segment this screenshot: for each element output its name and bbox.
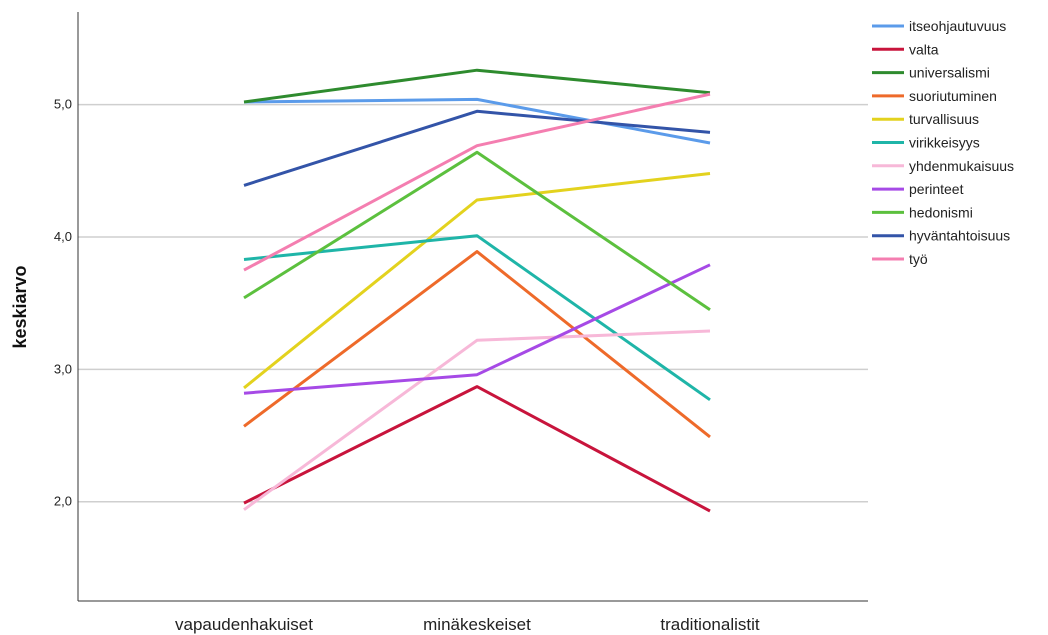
axes xyxy=(77,12,868,602)
legend-label: universalismi xyxy=(909,65,990,81)
y-tick-label: 2,0 xyxy=(54,494,72,509)
legend-label: itseohjautuvuus xyxy=(909,18,1006,34)
legend-label: turvallisuus xyxy=(909,111,979,127)
series-line-työ xyxy=(243,92,711,272)
y-tick-label: 5,0 xyxy=(54,97,72,112)
legend-label: valta xyxy=(909,41,939,57)
legend-label: suoriutuminen xyxy=(909,88,997,104)
legend: itseohjautuvuus valta universalismi suoriut… xyxy=(872,18,1014,267)
legend-label: hyväntahtoisuus xyxy=(909,228,1010,244)
x-tick-label: vapaudenhakuiset xyxy=(175,615,313,634)
legend-label: yhdenmukaisuus xyxy=(909,158,1014,174)
series-line-itseohjautuvuus xyxy=(243,97,711,145)
x-tick-label: traditionalistit xyxy=(660,615,759,634)
series-line-universalismi xyxy=(243,68,711,104)
series-line-turvallisuus xyxy=(243,172,711,390)
y-axis-label: keskiarvo xyxy=(10,265,30,348)
series-lines xyxy=(243,68,711,513)
y-tick-label: 4,0 xyxy=(54,229,72,244)
series-line-perinteet xyxy=(243,263,711,395)
series-line-virikkeisyys xyxy=(243,234,711,402)
x-tick-label: minäkeskeiset xyxy=(423,615,531,634)
series-line-valta xyxy=(243,385,711,513)
legend-label: perinteet xyxy=(909,181,964,197)
y-tick-label: 3,0 xyxy=(54,361,72,376)
series-line-hedonismi xyxy=(243,150,711,312)
legend-label: työ xyxy=(909,251,928,267)
legend-label: hedonismi xyxy=(909,204,973,220)
x-tick-labels: vapaudenhakuiset minäkeskeiset traditional… xyxy=(175,615,760,634)
series-line-suoriutuminen xyxy=(243,250,711,439)
legend-label: virikkeisyys xyxy=(909,135,980,151)
gridlines xyxy=(78,103,868,503)
series-line-yhdenmukaisuus xyxy=(243,329,711,511)
y-tick-labels: 2,0 3,0 4,0 5,0 xyxy=(54,97,72,509)
series-line-hyväntahtoisuus xyxy=(243,109,711,187)
